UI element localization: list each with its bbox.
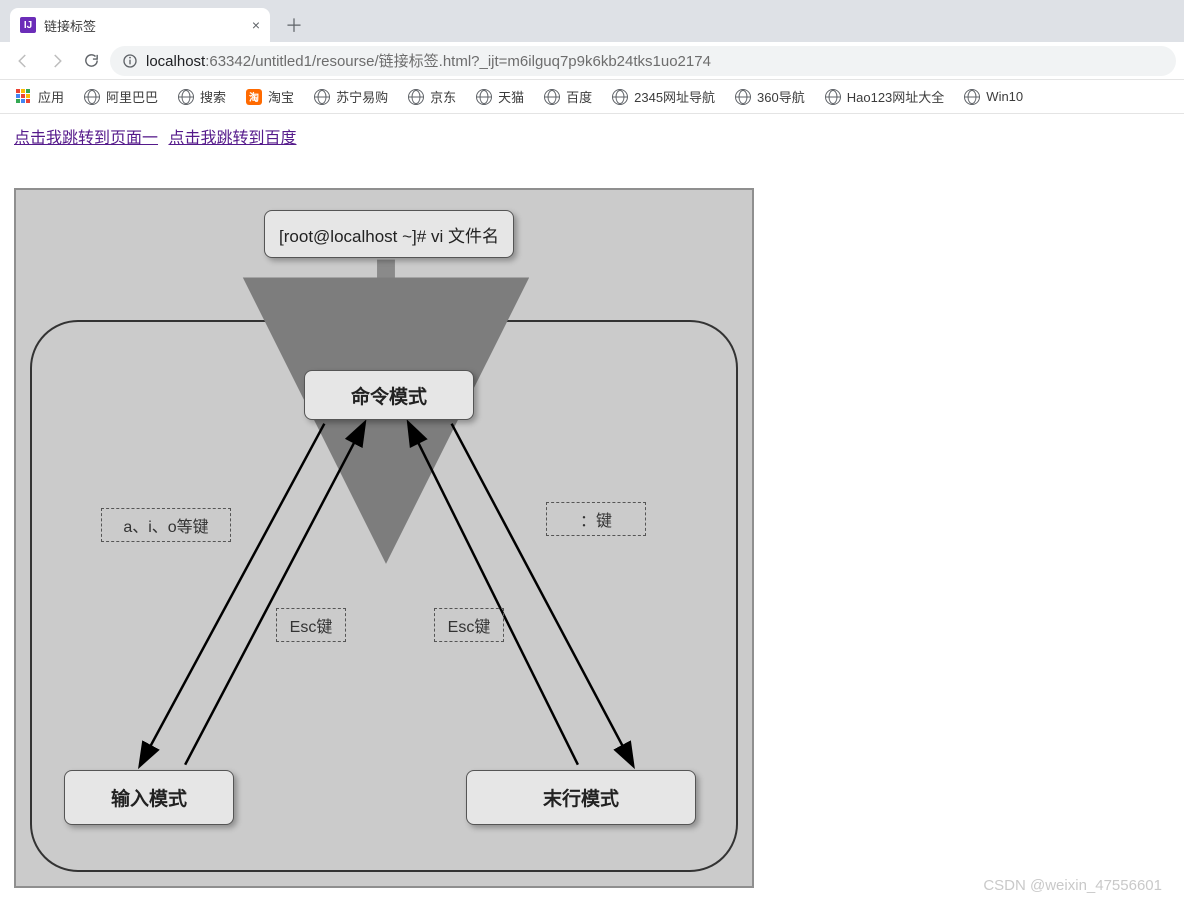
- diagram-label-keys_aio: a、i、o等键: [101, 508, 231, 542]
- globe-icon: [964, 89, 980, 105]
- bookmark-label: Hao123网址大全: [847, 87, 945, 106]
- globe-icon: [84, 89, 100, 105]
- browser-tab[interactable]: IJ 链接标签 ×: [10, 8, 270, 42]
- info-icon: [122, 53, 138, 69]
- address-bar[interactable]: localhost:63342/untitled1/resourse/链接标签.…: [110, 46, 1176, 76]
- bookmark-item[interactable]: 360导航: [727, 83, 813, 110]
- bookmark-item[interactable]: 2345网址导航: [604, 83, 723, 110]
- tab-title: 链接标签: [44, 16, 244, 35]
- diagram-node-mode_in: 输入模式: [64, 770, 234, 825]
- new-tab-button[interactable]: ＋: [280, 11, 308, 39]
- vi-mode-diagram: [root@localhost ~]# vi 文件名命令模式输入模式 末行模式 a、…: [14, 188, 754, 888]
- link-page1[interactable]: 点击我跳转到页面一: [14, 130, 158, 147]
- reload-icon: [83, 52, 100, 69]
- browser-tabstrip: IJ 链接标签 × ＋: [0, 0, 1184, 42]
- bookmark-item[interactable]: 搜索: [170, 83, 234, 110]
- diagram-label-keys_colon: ：键: [546, 502, 646, 536]
- bookmark-label: 苏宁易购: [336, 87, 388, 106]
- browser-toolbar: localhost:63342/untitled1/resourse/链接标签.…: [0, 42, 1184, 80]
- bookmark-label: 京东: [430, 87, 456, 106]
- globe-icon: [612, 89, 628, 105]
- forward-button[interactable]: [42, 46, 72, 76]
- globe-icon: [408, 89, 424, 105]
- bookmark-label: 淘宝: [268, 87, 294, 106]
- globe-icon: [178, 89, 194, 105]
- reload-button[interactable]: [76, 46, 106, 76]
- globe-icon: [314, 89, 330, 105]
- taobao-icon: 淘: [246, 89, 262, 105]
- bookmark-item[interactable]: 阿里巴巴: [76, 83, 166, 110]
- back-button[interactable]: [8, 46, 38, 76]
- page-content: 点击我跳转到页面一 点击我跳转到百度 [root@localhost ~]# v…: [0, 114, 1184, 898]
- bookmark-label: 阿里巴巴: [106, 87, 158, 106]
- diagram-node-mode_last: 末行模式: [466, 770, 696, 825]
- diagram-label-esc_left: Esc键: [276, 608, 346, 642]
- diagram-node-mode_cmd: 命令模式: [304, 370, 474, 420]
- bookmark-item[interactable]: Win10: [956, 85, 1031, 109]
- bookmark-item[interactable]: 天猫: [468, 83, 532, 110]
- bookmark-item[interactable]: 淘淘宝: [238, 83, 302, 110]
- bookmark-label: 百度: [566, 87, 592, 106]
- bookmark-label: 天猫: [498, 87, 524, 106]
- arrow-left-icon: [14, 52, 32, 70]
- bookmark-item[interactable]: 苏宁易购: [306, 83, 396, 110]
- apps-icon: [16, 89, 32, 105]
- globe-icon: [544, 89, 560, 105]
- arrow-right-icon: [48, 52, 66, 70]
- globe-icon: [476, 89, 492, 105]
- globe-icon: [825, 89, 841, 105]
- bookmark-item[interactable]: 百度: [536, 83, 600, 110]
- link-baidu[interactable]: 点击我跳转到百度: [168, 130, 296, 147]
- globe-icon: [735, 89, 751, 105]
- bookmark-label: 360导航: [757, 87, 805, 106]
- bookmark-label: Win10: [986, 89, 1023, 104]
- page-links: 点击我跳转到页面一 点击我跳转到百度: [14, 124, 1170, 148]
- plus-icon: ＋: [285, 12, 303, 38]
- url-text: localhost:63342/untitled1/resourse/链接标签.…: [146, 50, 711, 71]
- diagram-label-esc_right: Esc键: [434, 608, 504, 642]
- bookmarks-bar: 应用阿里巴巴搜索淘淘宝苏宁易购京东天猫百度2345网址导航360导航Hao123…: [0, 80, 1184, 114]
- close-tab-icon[interactable]: ×: [252, 17, 260, 33]
- csdn-watermark: CSDN @weixin_47556601: [983, 877, 1162, 894]
- bookmark-label: 2345网址导航: [634, 87, 715, 106]
- diagram-container: [root@localhost ~]# vi 文件名命令模式输入模式 末行模式 a、…: [14, 188, 1170, 888]
- bookmark-item[interactable]: 应用: [8, 83, 72, 110]
- diagram-node-cmd_vi: [root@localhost ~]# vi 文件名: [264, 210, 514, 258]
- bookmark-item[interactable]: 京东: [400, 83, 464, 110]
- tab-favicon: IJ: [20, 17, 36, 33]
- bookmark-label: 应用: [38, 87, 64, 106]
- bookmark-item[interactable]: Hao123网址大全: [817, 83, 953, 110]
- bookmark-label: 搜索: [200, 87, 226, 106]
